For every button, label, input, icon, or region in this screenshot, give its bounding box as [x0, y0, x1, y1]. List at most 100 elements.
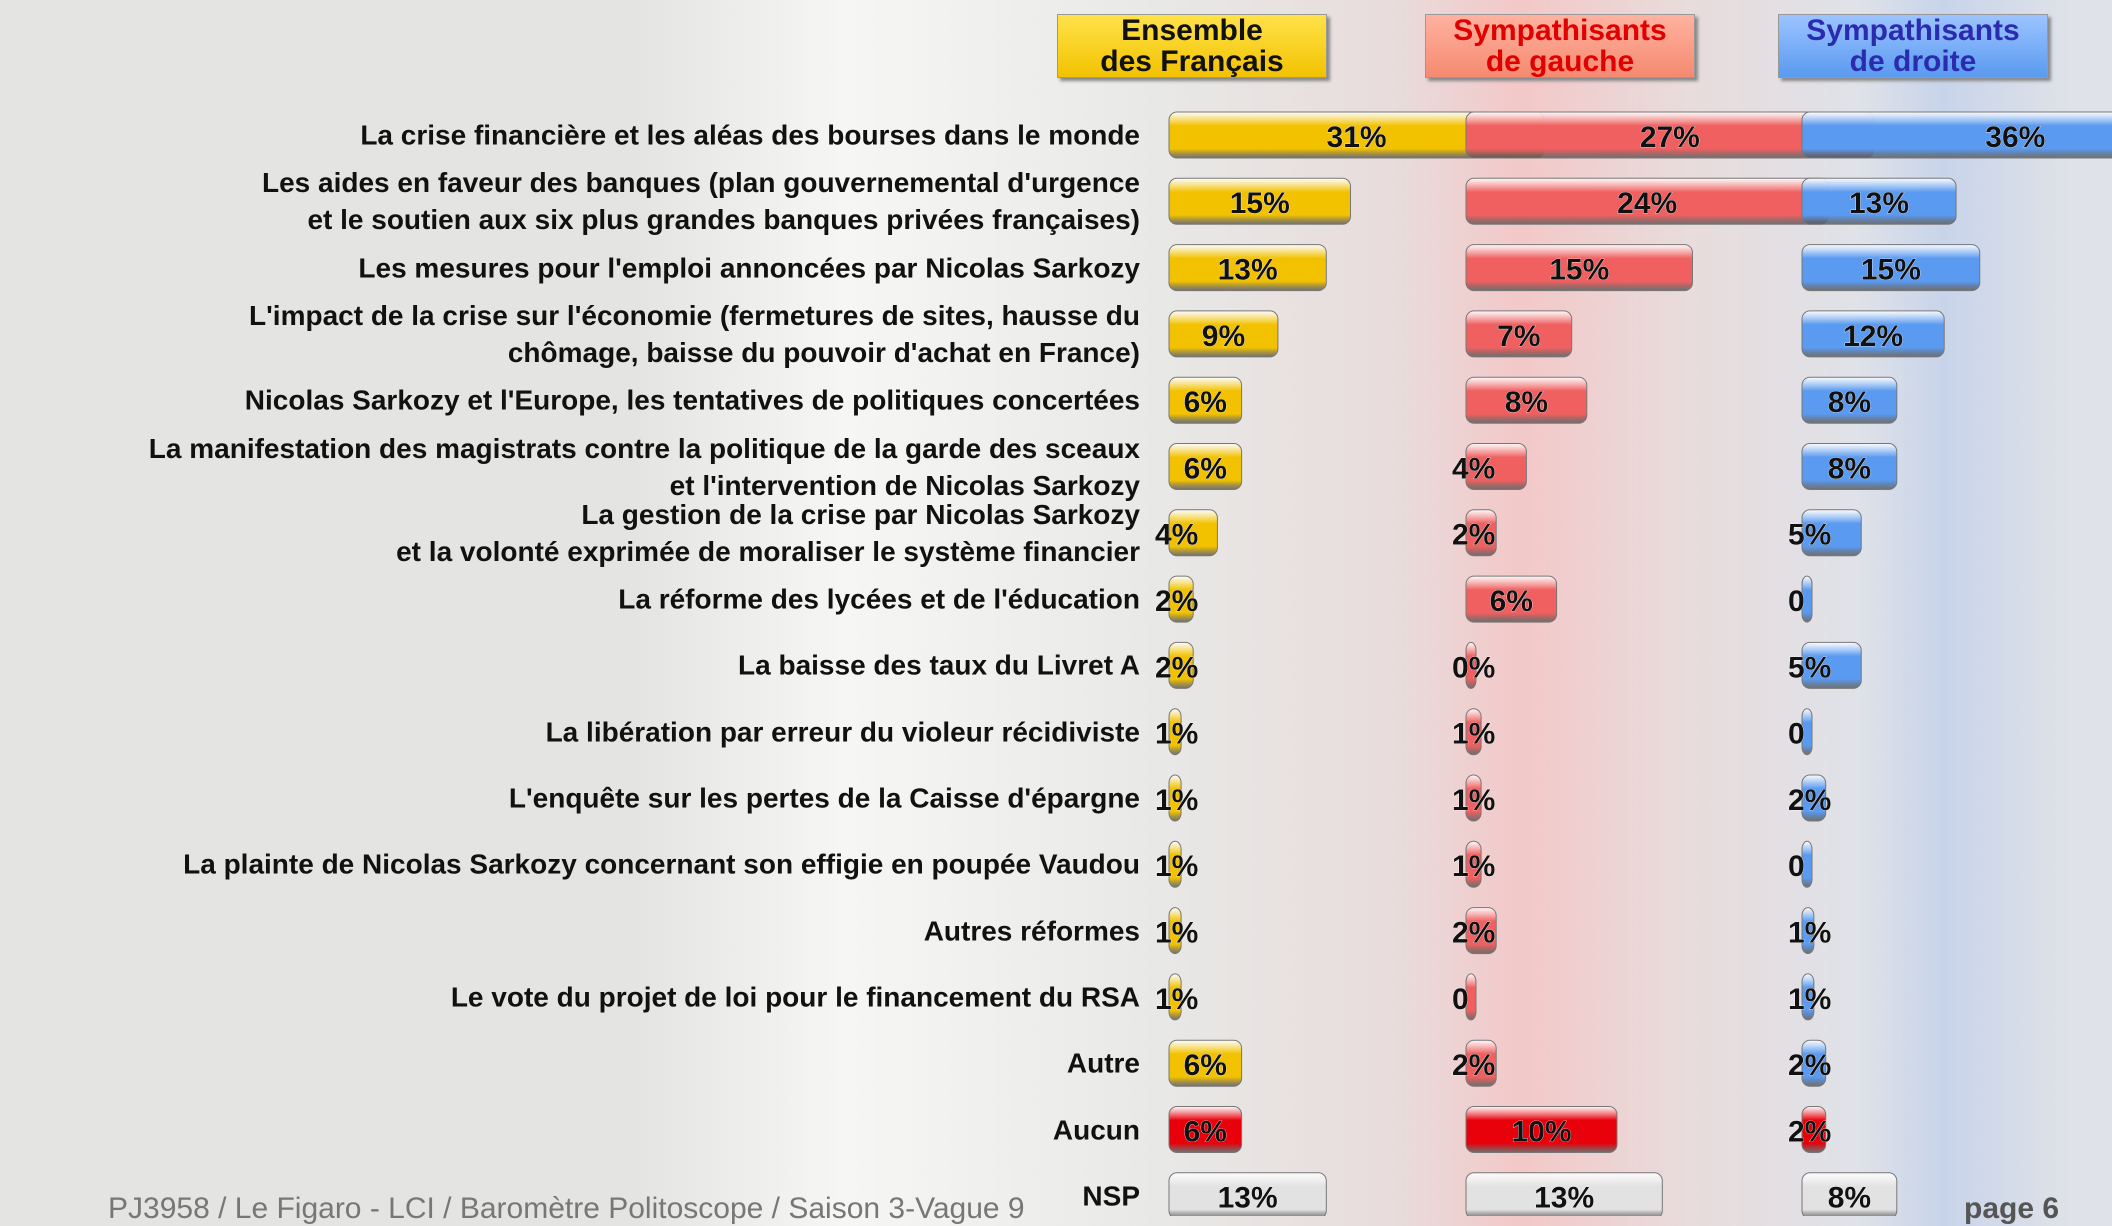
value-label: 2%: [1155, 651, 1198, 684]
bar: [1801, 310, 1945, 358]
value-label: 36%: [1985, 121, 2045, 154]
bar: [1168, 1172, 1327, 1216]
bar: [1168, 310, 1279, 358]
category-label: La manifestation des magistrats contre l…: [148, 432, 1140, 501]
category-label: Le vote du projet de loi pour le finance…: [450, 981, 1140, 1013]
value-label: 1%: [1155, 718, 1198, 751]
value-label: 1%: [1452, 784, 1495, 817]
category-label: La réforme des lycées et de l'éducation: [618, 583, 1140, 615]
value-label: 1%: [1452, 850, 1495, 883]
value-label: 6%: [1184, 386, 1227, 419]
bar: [1168, 376, 1243, 424]
bar: [1168, 641, 1194, 689]
value-label: 6%: [1184, 452, 1227, 485]
bar: [1465, 1039, 1497, 1087]
bar: [1168, 774, 1182, 822]
value-label: 15%: [1861, 254, 1921, 287]
value-label: 15%: [1549, 254, 1609, 287]
value-label: 4%: [1155, 519, 1198, 552]
value-label: 10%: [1511, 1115, 1571, 1148]
bar: [1801, 1039, 1827, 1087]
bar: [1801, 443, 1898, 490]
category-label: Nicolas Sarkozy et l'Europe, les tentati…: [244, 384, 1140, 416]
bar: [1168, 443, 1243, 490]
bar: [1465, 509, 1497, 557]
value-label: 2%: [1788, 784, 1831, 817]
bar: [1801, 177, 1957, 225]
value-label: 2%: [1452, 519, 1495, 552]
value-label: 0: [1788, 850, 1805, 883]
bar: [1801, 1172, 1898, 1216]
bar: [1801, 774, 1827, 822]
value-label: 4%: [1452, 452, 1495, 485]
bar: [1801, 973, 1815, 1021]
category-label: L'impact de la crise sur l'économie (fer…: [249, 299, 1140, 368]
value-label: 6%: [1490, 585, 1533, 618]
value-label: 27%: [1640, 121, 1700, 154]
value-label: 2%: [1788, 1115, 1831, 1148]
category-label: NSP: [1082, 1180, 1140, 1212]
value-label: 2%: [1155, 585, 1198, 618]
bar: [1168, 509, 1218, 557]
bar: [1801, 641, 1862, 689]
bar: [1465, 708, 1482, 756]
category-label: Les mesures pour l'emploi annoncées par …: [358, 252, 1140, 284]
bar: [1465, 840, 1482, 888]
value-label: 13%: [1534, 1182, 1594, 1215]
bar: [1465, 641, 1477, 689]
value-label: 15%: [1230, 187, 1290, 220]
page-number: page 6: [1964, 1192, 2060, 1225]
bar: [1801, 509, 1862, 557]
bar: [1801, 840, 1813, 888]
category-label: La baisse des taux du Livret A: [738, 649, 1140, 681]
category-label: L'enquête sur les pertes de la Caisse d'…: [508, 782, 1140, 814]
value-label: 0: [1788, 585, 1805, 618]
category-label: La libération par erreur du violeur réci…: [545, 716, 1140, 748]
bar: [1801, 111, 2112, 159]
bar: [1465, 575, 1558, 623]
value-label: 8%: [1828, 386, 1871, 419]
bar: [1168, 575, 1194, 623]
category-label: Autre: [1066, 1047, 1140, 1079]
value-label: 31%: [1327, 121, 1387, 154]
bar: [1465, 774, 1482, 822]
bar: [1168, 973, 1182, 1021]
value-label: 2%: [1452, 917, 1495, 950]
value-label: 7%: [1497, 320, 1540, 353]
value-label: 1%: [1155, 983, 1198, 1016]
value-label: 1%: [1155, 917, 1198, 950]
value-label: 13%: [1849, 187, 1909, 220]
bar: [1801, 708, 1813, 756]
bar: [1465, 907, 1497, 955]
category-label: La gestion de la crise par Nicolas Sarko…: [396, 498, 1140, 567]
bar: [1801, 1106, 1827, 1153]
bar: [1801, 244, 1981, 292]
bar: [1465, 376, 1588, 424]
value-label: 2%: [1788, 1049, 1831, 1082]
value-label: 12%: [1843, 320, 1903, 353]
series-header: Ensemble des Français: [1057, 14, 1327, 78]
value-label: 0: [1788, 718, 1805, 751]
series-header: Sympathisants de gauche: [1425, 14, 1695, 78]
value-label: 1%: [1452, 718, 1495, 751]
category-label: Autres réformes: [923, 915, 1140, 947]
bar: [1168, 177, 1351, 225]
value-label: 1%: [1155, 850, 1198, 883]
value-label: 1%: [1788, 983, 1831, 1016]
bar: [1801, 575, 1813, 623]
value-label: 0: [1452, 983, 1469, 1016]
category-label: La plainte de Nicolas Sarkozy concernant…: [183, 848, 1140, 880]
category-label: Aucun: [1052, 1114, 1140, 1145]
value-label: 2%: [1452, 1049, 1495, 1082]
value-label: 6%: [1184, 1115, 1227, 1148]
value-label: 1%: [1155, 784, 1198, 817]
value-label: 5%: [1788, 651, 1831, 684]
value-label: 9%: [1202, 320, 1245, 353]
value-label: 5%: [1788, 519, 1831, 552]
value-label: 8%: [1828, 452, 1871, 485]
bar: [1465, 973, 1477, 1021]
value-label: 13%: [1218, 1182, 1278, 1215]
value-label: 13%: [1218, 254, 1278, 287]
value-label: 6%: [1184, 1049, 1227, 1082]
